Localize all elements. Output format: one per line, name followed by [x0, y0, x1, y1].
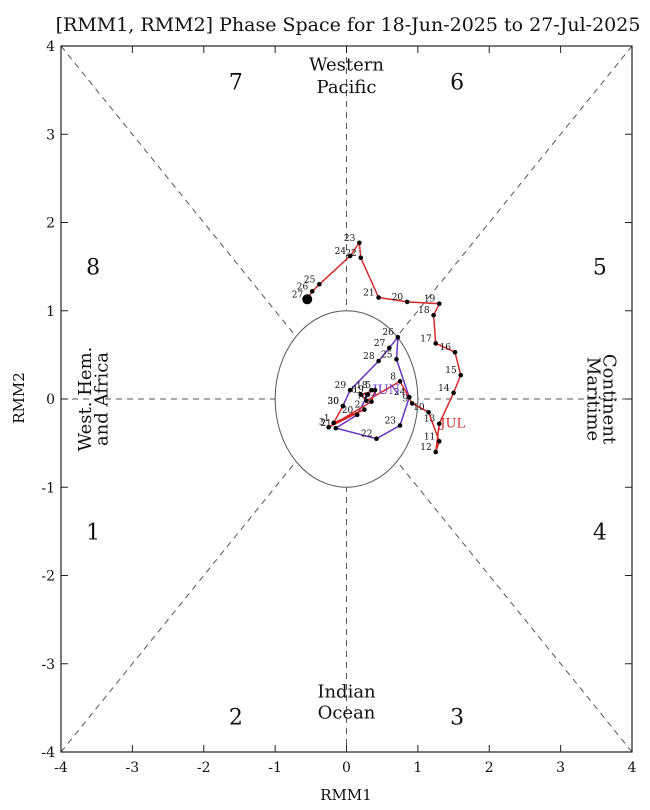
day-label: 2	[355, 401, 361, 411]
data-point	[433, 341, 438, 346]
day-label: 30	[327, 397, 339, 407]
y-tick-label: -1	[41, 480, 55, 496]
day-label: 25	[381, 350, 393, 360]
data-point	[310, 289, 315, 294]
data-point	[437, 439, 442, 444]
day-label: 23	[385, 416, 397, 426]
x-tick-label: 1	[413, 760, 422, 776]
y-tick-label: 0	[46, 392, 55, 408]
day-label: 16	[440, 343, 452, 353]
data-point	[433, 450, 438, 455]
day-label: 9	[402, 394, 408, 404]
x-tick-label: 3	[556, 760, 565, 776]
region-label-right: Continent	[598, 354, 619, 445]
day-label: 5	[365, 381, 371, 391]
y-tick-label: 3	[46, 127, 55, 143]
data-point	[355, 413, 360, 418]
data-point	[458, 373, 463, 378]
day-label: 29	[335, 381, 347, 391]
data-point	[358, 255, 363, 260]
phase-number-label: 4	[593, 520, 607, 545]
y-tick-label: 1	[46, 304, 55, 320]
x-axis-label: RMM1	[320, 786, 372, 804]
day-label: 1	[324, 414, 330, 424]
x-tick-label: 2	[485, 760, 494, 776]
data-point	[376, 295, 381, 300]
x-tick-label: -4	[54, 760, 68, 776]
data-point	[376, 359, 381, 364]
y-tick-label: 2	[46, 216, 55, 232]
day-label: 21	[363, 289, 374, 299]
data-point	[362, 407, 367, 412]
phase-number-label: 8	[86, 256, 100, 281]
phase-number-label: 2	[229, 706, 243, 731]
data-point	[437, 301, 442, 306]
day-label: 27	[292, 290, 304, 300]
day-label: 14	[438, 384, 450, 394]
phase-number-label: 7	[229, 70, 243, 95]
x-tick-label: -2	[197, 760, 211, 776]
day-label: 23	[344, 234, 356, 244]
data-point	[331, 421, 336, 426]
x-tick-label: 0	[342, 760, 351, 776]
day-label: 19	[424, 295, 436, 305]
phase-number-label: 1	[86, 520, 100, 545]
data-point	[398, 379, 403, 384]
region-label-left: and Africa	[91, 352, 112, 446]
day-label: 24	[335, 247, 347, 257]
day-label: 22	[361, 430, 372, 440]
day-label: 27	[374, 339, 386, 349]
day-label: 7	[357, 392, 363, 402]
data-point	[394, 357, 399, 362]
x-tick-label: 4	[628, 760, 637, 776]
data-point	[348, 254, 353, 259]
data-point	[453, 350, 458, 355]
data-point	[387, 346, 392, 351]
data-point	[374, 436, 379, 441]
day-label: 28	[363, 352, 375, 362]
day-label: 10	[413, 403, 425, 413]
y-tick-label: -4	[41, 745, 55, 761]
y-axis-label: RMM2	[10, 372, 28, 424]
phase-number-label: 5	[593, 256, 607, 281]
day-label: 15	[445, 366, 457, 376]
chart-title: [RMM1, RMM2] Phase Space for 18-Jun-2025…	[56, 14, 641, 36]
day-label: 26	[382, 328, 394, 338]
data-point	[364, 398, 369, 403]
y-tick-label: -3	[41, 657, 55, 673]
data-point	[373, 388, 378, 393]
data-point	[326, 425, 331, 430]
data-point	[333, 426, 338, 431]
day-label: 17	[420, 334, 432, 344]
day-label: 18	[418, 306, 430, 316]
data-point	[341, 404, 346, 409]
phase-number-label: 3	[450, 706, 464, 731]
data-point	[431, 313, 436, 318]
day-label: 13	[424, 415, 436, 425]
day-label: 11	[424, 432, 435, 442]
data-point	[369, 399, 374, 404]
phase-number-label: 6	[450, 70, 464, 95]
data-point	[405, 300, 410, 305]
region-label-bottom: Indian	[317, 681, 376, 702]
day-label: 20	[392, 293, 404, 303]
day-label: 8	[390, 372, 396, 382]
x-tick-label: -1	[268, 760, 282, 776]
day-label: 3	[319, 418, 325, 428]
data-point	[398, 423, 403, 428]
day-label: 12	[420, 443, 431, 453]
y-tick-label: 4	[46, 39, 55, 55]
data-point	[396, 335, 401, 340]
data-point	[317, 282, 322, 287]
month-label-jul: JUL	[438, 417, 465, 432]
region-label-top: Pacific	[317, 77, 377, 98]
final-point-marker	[302, 294, 312, 304]
region-label-top: Western	[309, 55, 384, 76]
x-tick-label: -3	[126, 760, 140, 776]
y-tick-label: -2	[41, 569, 55, 585]
region-label-bottom: Ocean	[318, 702, 376, 723]
data-point	[451, 391, 456, 396]
data-point	[357, 240, 362, 245]
